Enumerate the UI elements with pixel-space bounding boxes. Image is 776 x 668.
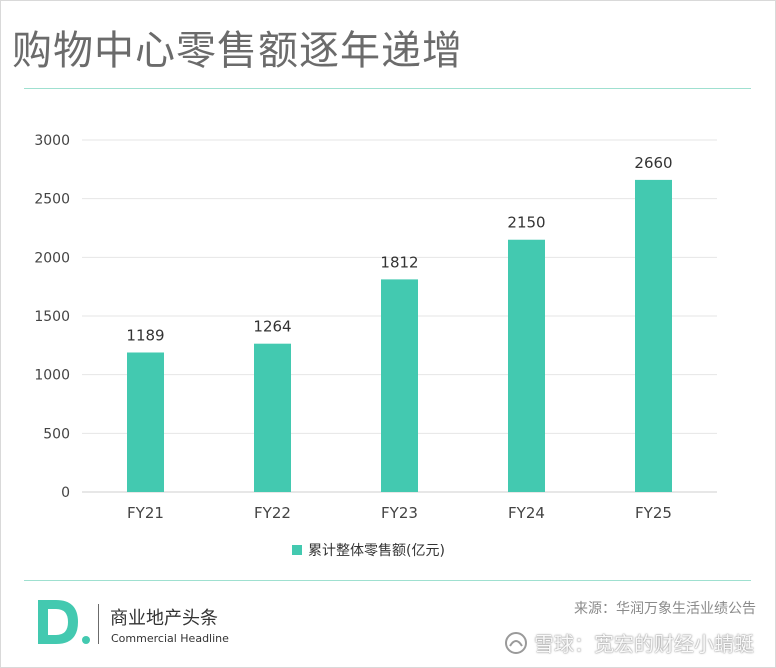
y-tick-label: 2000 bbox=[34, 250, 70, 266]
data-label: 2660 bbox=[634, 154, 672, 172]
logo-separator bbox=[98, 604, 99, 644]
legend-swatch bbox=[292, 545, 302, 555]
snowball-logo-icon bbox=[505, 631, 527, 654]
bar bbox=[635, 179, 672, 492]
y-tick-label: 500 bbox=[43, 426, 70, 442]
bar bbox=[127, 352, 164, 492]
x-tick-label: FY23 bbox=[381, 504, 418, 522]
y-tick-label: 3000 bbox=[34, 133, 70, 149]
bar bbox=[381, 279, 418, 492]
y-tick-label: 1500 bbox=[34, 309, 70, 325]
bottom-divider bbox=[24, 580, 751, 581]
bar bbox=[254, 343, 291, 492]
source-note: 来源：华润万象生活业绩公告 bbox=[574, 601, 756, 617]
x-tick-label: FY21 bbox=[127, 504, 164, 522]
brand-name-en: Commercial Headline bbox=[111, 632, 229, 645]
legend-label: 累计整体零售额(亿元) bbox=[308, 543, 445, 559]
watermark: 雪球：宽宏的财经小蜻蜓 bbox=[504, 628, 754, 657]
y-tick-label: 1000 bbox=[34, 368, 70, 384]
data-label: 1812 bbox=[380, 253, 418, 271]
bar-chart: 0 500 1000 1500 2000 2500 3000 1189 FY21 1264 FY22… bbox=[34, 133, 717, 522]
page-title: 购物中心零售额逐年递增 bbox=[12, 28, 463, 74]
bar bbox=[508, 239, 545, 492]
y-tick-label: 0 bbox=[61, 485, 70, 501]
y-tick-label: 2500 bbox=[34, 192, 70, 208]
x-tick-label: FY24 bbox=[508, 504, 545, 522]
brand-logo-icon bbox=[38, 600, 90, 644]
x-tick-label: FY25 bbox=[635, 504, 672, 522]
data-label: 2150 bbox=[507, 214, 545, 232]
top-divider bbox=[24, 88, 751, 89]
chart-legend: 累计整体零售额(亿元) bbox=[292, 540, 445, 560]
brand-name-cn: 商业地产头条 bbox=[110, 608, 218, 629]
watermark-text: 雪球：宽宏的财经小蜻蜓 bbox=[534, 632, 754, 656]
data-label: 1189 bbox=[126, 326, 164, 344]
x-tick-label: FY22 bbox=[254, 504, 291, 522]
data-label: 1264 bbox=[253, 318, 291, 336]
